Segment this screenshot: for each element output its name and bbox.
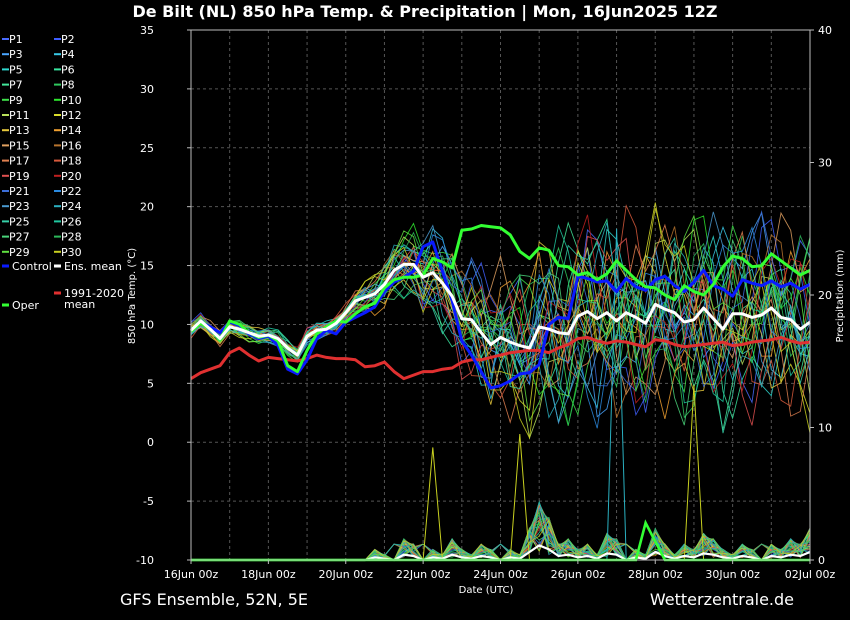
x-tick-label: 18Jun 00z bbox=[241, 568, 296, 581]
member-line-p25 bbox=[190, 236, 811, 434]
y-tick-label: -5 bbox=[143, 495, 154, 508]
precip-spike bbox=[422, 447, 443, 561]
legend-label-oper: Oper bbox=[12, 299, 39, 312]
legend-label-p5: P5 bbox=[9, 63, 23, 76]
legend-label-p6: P6 bbox=[61, 63, 75, 76]
legend-label-p17: P17 bbox=[9, 155, 30, 168]
legend-label-p20: P20 bbox=[61, 170, 82, 183]
x-tick-label: 16Jun 00z bbox=[164, 568, 219, 581]
y2-axis-label: Precipitation (mm) bbox=[835, 249, 846, 342]
legend-label-p21: P21 bbox=[9, 185, 30, 198]
y-axis-label: 850 hPa Temp. (°C) bbox=[127, 248, 138, 344]
legend-label-p8: P8 bbox=[61, 79, 75, 92]
axes: 35 30 25 20 15 10 5 0 -5 -10 40 30 20 10 0 16Jun 00z 18J… bbox=[136, 24, 835, 581]
precip-spike bbox=[509, 434, 530, 561]
legend-label-p25: P25 bbox=[9, 215, 30, 228]
footer-source: GFS Ensemble, 52N, 5E bbox=[120, 590, 308, 609]
legend-label-p7: P7 bbox=[9, 79, 23, 92]
y2-tick-label: 40 bbox=[818, 24, 832, 37]
precip-spike bbox=[606, 228, 627, 561]
x-tick-label: 28Jun 00z bbox=[628, 568, 683, 581]
series-line-control bbox=[190, 240, 811, 390]
y2-tick-label: 20 bbox=[818, 289, 832, 302]
x-axis-label: Date (UTC) bbox=[459, 585, 514, 596]
legend-label-p23: P23 bbox=[9, 200, 30, 213]
x-tick-label: 26Jun 00z bbox=[551, 568, 606, 581]
y-tick-label: 20 bbox=[140, 201, 154, 214]
x-tick-label: 02Jul 00z bbox=[785, 568, 836, 581]
member-line-p28 bbox=[190, 231, 811, 426]
legend-label-p11: P11 bbox=[9, 109, 30, 122]
series-line-oper bbox=[190, 224, 811, 374]
legend-label-p1: P1 bbox=[9, 33, 23, 46]
legend-label-p15: P15 bbox=[9, 139, 30, 152]
y-tick-label: 5 bbox=[147, 377, 154, 390]
y-tick-label: 0 bbox=[147, 436, 154, 449]
y-tick-label: 30 bbox=[140, 83, 154, 96]
legend-label-p28: P28 bbox=[61, 231, 82, 244]
legend: P1 P2 P3 P4 P5 P6 P7 P8 P9 P10 P11 P12 P13 P14 P15 P16 P… bbox=[2, 33, 124, 312]
series-line-ens-mean bbox=[189, 262, 811, 357]
legend-label-1991-2020-mean: 1991-2020 bbox=[64, 287, 124, 300]
y-tick-label: 10 bbox=[140, 318, 154, 331]
series-line-1991-2020-mean bbox=[190, 335, 811, 381]
legend-label-p10: P10 bbox=[61, 94, 82, 107]
legend-label-1991-2020-mean: mean bbox=[64, 298, 95, 311]
legend-label-p4: P4 bbox=[61, 48, 75, 61]
legend-label-p16: P16 bbox=[61, 139, 82, 152]
y-tick-label: 35 bbox=[140, 24, 154, 37]
legend-label-p2: P2 bbox=[61, 33, 75, 46]
legend-label-p26: P26 bbox=[61, 215, 82, 228]
highlight-lines bbox=[189, 224, 811, 390]
y-tick-label: 25 bbox=[140, 142, 154, 155]
y2-tick-label: 0 bbox=[818, 554, 825, 567]
precip-spike bbox=[683, 385, 705, 561]
legend-label-p9: P9 bbox=[9, 94, 23, 107]
member-line-p24 bbox=[190, 222, 811, 419]
legend-label-p24: P24 bbox=[61, 200, 82, 213]
legend-label-ens-mean: Ens. mean bbox=[64, 260, 122, 273]
member-line-p27 bbox=[190, 238, 811, 426]
legend-label-p22: P22 bbox=[61, 185, 82, 198]
legend-label-p12: P12 bbox=[61, 109, 82, 122]
x-tick-label: 30Jun 00z bbox=[705, 568, 760, 581]
legend-label-p29: P29 bbox=[9, 246, 30, 259]
member-line-p30 bbox=[190, 207, 811, 440]
legend-label-p14: P14 bbox=[61, 124, 82, 137]
y2-tick-label: 30 bbox=[818, 157, 832, 170]
legend-label-p27: P27 bbox=[9, 231, 30, 244]
footer-credit: Wetterzentrale.de bbox=[650, 590, 794, 609]
x-tick-label: 20Jun 00z bbox=[319, 568, 374, 581]
y-tick-label: -10 bbox=[136, 554, 154, 567]
legend-label-p30: P30 bbox=[61, 246, 82, 259]
x-tick-label: 22Jun 00z bbox=[396, 568, 451, 581]
legend-label-control: Control bbox=[12, 260, 52, 273]
legend-label-p13: P13 bbox=[9, 124, 30, 137]
y2-tick-label: 10 bbox=[818, 422, 832, 435]
legend-label-p3: P3 bbox=[9, 48, 23, 61]
legend-label-p19: P19 bbox=[9, 170, 30, 183]
chart-title: De Bilt (NL) 850 hPa Temp. & Precipitati… bbox=[132, 2, 717, 22]
x-tick-label: 24Jun 00z bbox=[473, 568, 528, 581]
legend-label-p18: P18 bbox=[61, 155, 82, 168]
y-tick-label: 15 bbox=[140, 260, 154, 273]
